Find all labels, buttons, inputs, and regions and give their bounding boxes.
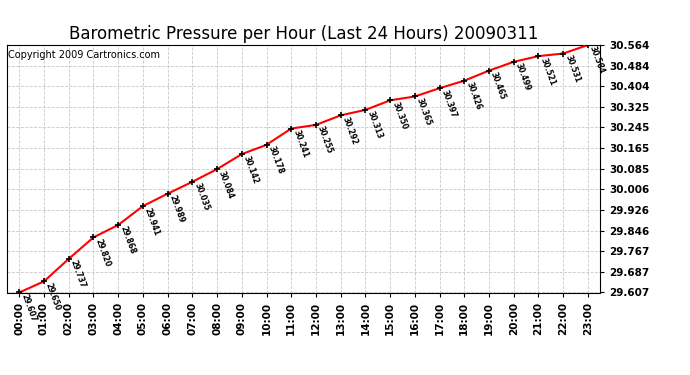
Text: 30.035: 30.035 [193,182,210,212]
Text: 30.531: 30.531 [563,54,582,84]
Text: Copyright 2009 Cartronics.com: Copyright 2009 Cartronics.com [8,50,160,60]
Text: 29.989: 29.989 [168,194,186,224]
Text: 30.350: 30.350 [390,100,408,130]
Text: 30.178: 30.178 [266,145,285,176]
Text: 29.868: 29.868 [118,225,137,256]
Text: 30.084: 30.084 [217,169,235,200]
Text: 30.365: 30.365 [415,96,433,127]
Text: 30.465: 30.465 [489,70,507,101]
Text: 30.397: 30.397 [440,88,458,119]
Text: 30.241: 30.241 [291,129,310,159]
Text: 30.313: 30.313 [366,110,384,140]
Text: 30.426: 30.426 [464,81,483,111]
Text: 30.499: 30.499 [514,62,532,92]
Text: 29.607: 29.607 [19,292,38,323]
Text: 30.292: 30.292 [341,116,359,146]
Title: Barometric Pressure per Hour (Last 24 Hours) 20090311: Barometric Pressure per Hour (Last 24 Ho… [69,26,538,44]
Text: 30.521: 30.521 [538,56,557,87]
Text: 30.255: 30.255 [316,125,334,155]
Text: 30.564: 30.564 [588,45,607,75]
Text: 29.941: 29.941 [143,206,161,237]
Text: 30.142: 30.142 [241,154,260,184]
Text: 29.820: 29.820 [93,237,112,268]
Text: 29.737: 29.737 [69,259,87,290]
Text: 29.650: 29.650 [44,281,62,312]
